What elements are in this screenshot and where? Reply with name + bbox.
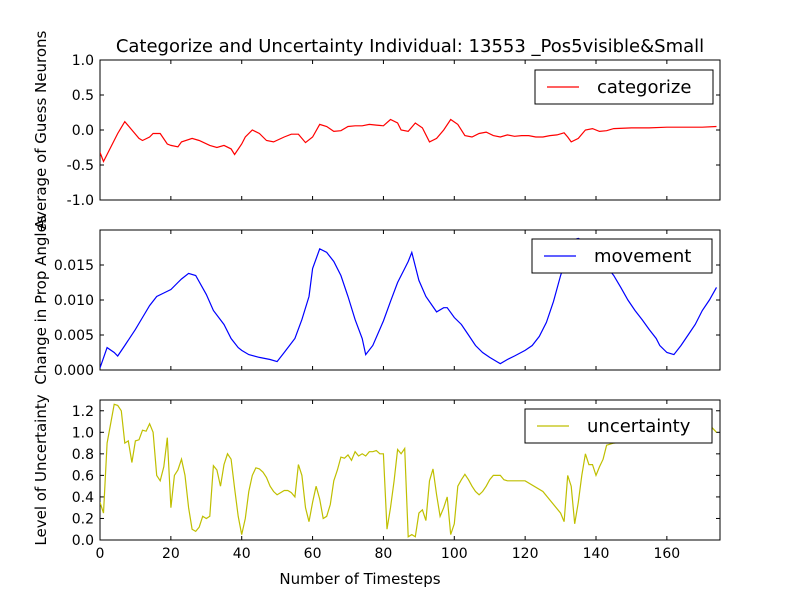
axes-frame — [99, 399, 721, 541]
y-tick-label: 0.8 — [72, 447, 94, 463]
y-tick-label: 0.2 — [72, 511, 94, 527]
y-tick-label: 1.2 — [72, 404, 94, 420]
y-tick-label: -0.5 — [67, 158, 94, 174]
y-tick-label: 0.0 — [72, 533, 94, 549]
chart-panel-2: 0.000 0.005 0.010 0.015 movement Change in Pr… — [32, 215, 721, 385]
y-tick-label: 0.005 — [54, 328, 94, 344]
y-tick-label: 0.000 — [54, 363, 94, 379]
chart-title: Categorize and Uncertainty Individual: 1… — [116, 36, 704, 57]
y-tick-label: -1.0 — [67, 193, 94, 209]
x-tick-label: 100 — [441, 546, 468, 562]
series-line-movement — [100, 237, 718, 369]
series-line-uncertainty — [100, 403, 717, 538]
series-line-categorize — [100, 118, 717, 163]
y-tick-label: 0.5 — [72, 88, 94, 104]
legend: movement — [531, 238, 713, 274]
y-axis-label: Level of Uncertainty — [32, 394, 50, 545]
y-tick-label: 0.6 — [72, 468, 94, 484]
y-tick-label: 1.0 — [72, 425, 94, 441]
x-tick-label: 140 — [583, 546, 610, 562]
legend-label: uncertainty — [587, 416, 691, 437]
x-tick-label: 80 — [375, 546, 393, 562]
legend: uncertainty — [524, 408, 713, 444]
x-tick-label: 0 — [96, 546, 105, 562]
chart-panel-3: 0 20 40 60 80 100 120 140 160 0.0 0.2 0.4 0.6 0.8 1.0 1… — [32, 394, 721, 588]
x-tick-label: 20 — [162, 546, 180, 562]
legend: categorize — [534, 69, 714, 105]
x-tick-label: 40 — [233, 546, 251, 562]
legend-label: movement — [594, 246, 691, 267]
legend-label: categorize — [597, 77, 691, 98]
x-tick-label: 60 — [304, 546, 322, 562]
chart-panel-1: -1.0 -0.5 0.0 0.5 1.0 categorize Average of Gu… — [32, 30, 721, 229]
y-tick-label: 0.015 — [54, 258, 94, 274]
y-tick-label: 0.0 — [72, 123, 94, 139]
y-tick-label: 0.010 — [54, 293, 94, 309]
x-tick-label: 120 — [512, 546, 539, 562]
y-axis-label: Change in Prop Angles — [32, 215, 50, 384]
y-axis-label: Average of Guess Neurons — [32, 30, 50, 229]
x-axis-label: Number of Timesteps — [279, 570, 440, 588]
y-tick-label: 1.0 — [72, 53, 94, 69]
y-tick-label: 0.4 — [72, 490, 94, 506]
x-tick-label: 160 — [653, 546, 680, 562]
